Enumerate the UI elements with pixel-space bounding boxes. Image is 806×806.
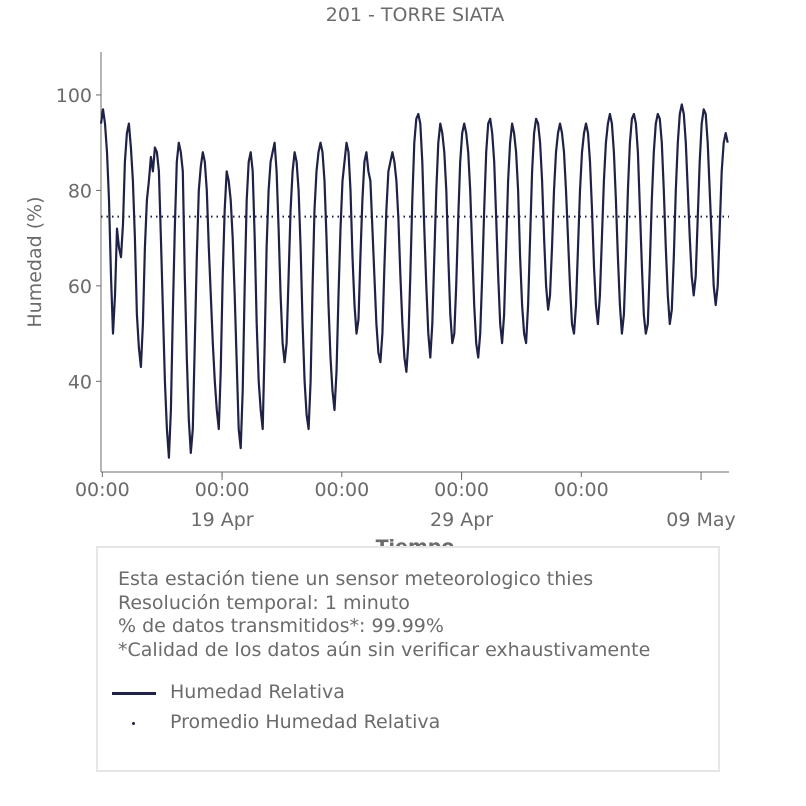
legend-line-swatch: [112, 692, 156, 695]
legend-label-humedad: Humedad Relativa: [170, 681, 345, 703]
y-tick-label: 80: [68, 180, 92, 202]
plot-area: [99, 103, 729, 459]
x-tick-time-label: 00:00: [75, 479, 130, 501]
y-axis-label: Humedad (%): [24, 196, 46, 327]
legend-label-promedio: Promedio Humedad Relativa: [170, 711, 441, 733]
series-humedad-relativa: [99, 103, 729, 459]
chart-title: 201 - TORRE SIATA: [326, 4, 505, 26]
x-tick-time-label: 00:00: [434, 479, 489, 501]
x-tick-date-label: 19 Apr: [191, 509, 254, 531]
y-tick-label: 100: [56, 85, 92, 107]
info-box: Esta estación tiene un sensor meteorolog…: [96, 546, 720, 772]
legend-dot-swatch: [132, 722, 135, 725]
y-tick-label: 40: [68, 371, 92, 393]
x-ticks: 00:00 00:00 00:00 00:00 00:00 19 Apr 29 Apr 09 …: [75, 472, 736, 531]
x-tick-time-label: 00:00: [554, 479, 609, 501]
x-tick-time-label: 00:00: [195, 479, 250, 501]
info-line-2: Resolución temporal: 1 minuto: [118, 591, 410, 614]
info-line-3: % de datos transmitidos*: 99.99%: [118, 615, 444, 637]
x-tick-date-label: 29 Apr: [430, 509, 493, 531]
y-tick-label: 60: [68, 276, 92, 298]
info-line-1: Esta estación tiene un sensor meteorolog…: [118, 568, 594, 590]
x-tick-time-label: 00:00: [314, 479, 369, 501]
info-line-4: *Calidad de los datos aún sin verificar …: [118, 638, 651, 661]
info-text: Esta estación tiene un sensor meteorolog…: [118, 568, 650, 662]
x-tick-date-label: 09 May: [666, 509, 736, 531]
y-ticks: 40 60 80 100: [56, 85, 101, 393]
